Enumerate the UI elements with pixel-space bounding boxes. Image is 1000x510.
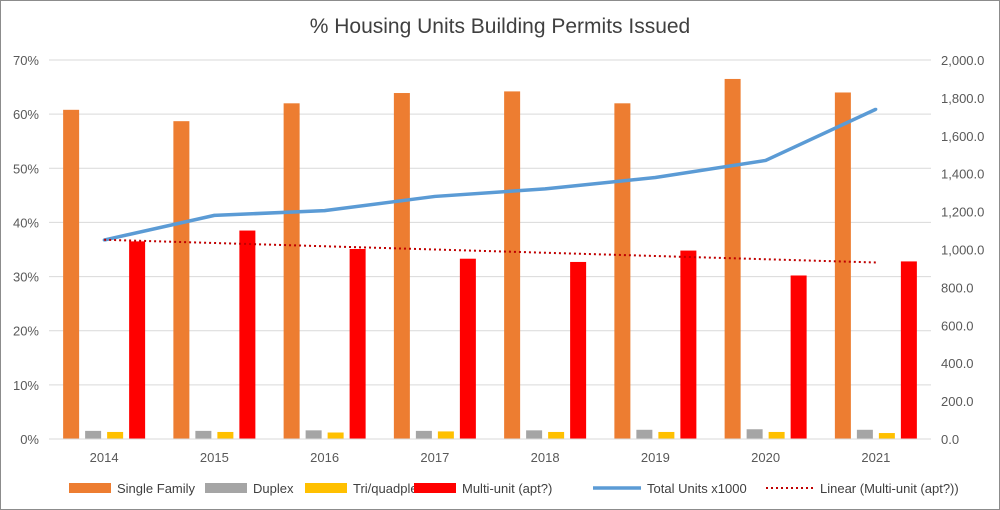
- line-point-total-units: [212, 213, 216, 217]
- line-point-total-units: [433, 194, 437, 198]
- legend-label-duplex: Duplex: [253, 481, 294, 496]
- y-right-tick-label: 400.0: [941, 356, 974, 371]
- y-left-tick-label: 60%: [13, 107, 39, 122]
- bar-single-family: [283, 103, 300, 440]
- x-tick-label: 2019: [641, 450, 670, 465]
- bar-single-family: [63, 109, 80, 439]
- bar-duplex: [85, 430, 102, 439]
- bar-tri-quadplex: [658, 431, 675, 439]
- bar-duplex: [856, 429, 873, 439]
- y-right-tick-label: 1,800.0: [941, 91, 984, 106]
- y-right-tick-label: 600.0: [941, 318, 974, 333]
- y-right-tick-label: 1,000.0: [941, 243, 984, 258]
- y-left-tick-label: 70%: [13, 53, 39, 68]
- legend-label-single-family: Single Family: [117, 481, 196, 496]
- y-left-tick-label: 0%: [20, 432, 39, 447]
- bars-layer: [63, 78, 917, 440]
- legend-swatch-multi-unit-apt: [414, 483, 456, 493]
- y-left-tick-label: 40%: [13, 215, 39, 230]
- bar-single-family: [173, 121, 190, 439]
- bar-duplex: [305, 430, 322, 439]
- x-tick-label: 2017: [420, 450, 449, 465]
- lines-layer: [102, 107, 878, 264]
- bar-tri-quadplex: [107, 431, 124, 439]
- bar-tri-quadplex: [217, 431, 234, 439]
- bar-tri-quadplex: [878, 433, 895, 439]
- bar-single-family: [724, 78, 741, 439]
- y-right-tick-label: 200.0: [941, 394, 974, 409]
- bar-multi-unit-apt: [900, 261, 917, 439]
- bar-duplex: [195, 430, 212, 439]
- bar-tri-quadplex: [327, 432, 344, 439]
- legend-swatch-tri-quadplex: [305, 483, 347, 493]
- legend: Single Family Duplex Tri/quadplex Multi-uni…: [69, 481, 959, 496]
- bar-single-family: [504, 91, 521, 439]
- x-tick-label: 2014: [90, 450, 119, 465]
- x-tick-label: 2021: [861, 450, 890, 465]
- x-tick-label: 2015: [200, 450, 229, 465]
- bar-single-family: [834, 92, 851, 439]
- bar-multi-unit-apt: [459, 258, 476, 439]
- chart-title: % Housing Units Building Permits Issued: [310, 15, 691, 38]
- bar-multi-unit-apt: [680, 250, 697, 439]
- y-left-tick-label: 10%: [13, 378, 39, 393]
- trendline-multi-unit: [104, 238, 876, 264]
- y-left-tick-label: 20%: [13, 324, 39, 339]
- legend-label-multi-unit-apt: Multi-unit (apt?): [462, 481, 552, 496]
- line-total-units: [103, 107, 877, 242]
- legend-label-tri-quadplex: Tri/quadplex: [353, 481, 425, 496]
- bar-multi-unit-apt: [570, 261, 587, 439]
- bar-tri-quadplex: [437, 431, 454, 439]
- y-left-tick-label: 50%: [13, 161, 39, 176]
- axes-layer: 0% 10% 20% 30% 40% 50% 60% 70% 0.0 200.0 400.0 600.…: [13, 53, 984, 465]
- y-right-tick-label: 1,400.0: [941, 167, 984, 182]
- legend-label-linear-multi-unit-apt: Linear (Multi-unit (apt?)): [820, 481, 959, 496]
- bar-duplex: [526, 430, 543, 439]
- line-point-total-units: [764, 158, 768, 162]
- x-tick-label: 2016: [310, 450, 339, 465]
- x-tick-label: 2018: [531, 450, 560, 465]
- x-tick-label: 2020: [751, 450, 780, 465]
- line-point-total-units: [323, 209, 327, 213]
- bar-duplex: [746, 429, 763, 439]
- y-right-tick-label: 0.0: [941, 432, 959, 447]
- legend-swatch-single-family: [69, 483, 111, 493]
- bar-multi-unit-apt: [239, 230, 256, 439]
- bar-duplex: [636, 429, 653, 439]
- bar-tri-quadplex: [768, 431, 785, 439]
- line-point-total-units: [543, 187, 547, 191]
- line-point-total-units: [653, 175, 657, 179]
- legend-swatch-duplex: [205, 483, 247, 493]
- legend-label-total-units-x1000: Total Units x1000: [647, 481, 747, 496]
- y-left-tick-label: 30%: [13, 270, 39, 285]
- y-right-tick-label: 1,600.0: [941, 129, 984, 144]
- bar-tri-quadplex: [548, 431, 565, 439]
- bar-single-family: [393, 93, 410, 439]
- bar-duplex: [415, 430, 432, 439]
- y-right-tick-label: 1,200.0: [941, 205, 984, 220]
- line-point-total-units: [874, 107, 878, 111]
- bar-single-family: [614, 103, 631, 440]
- gridlines: [49, 59, 931, 440]
- bar-multi-unit-apt: [790, 275, 807, 439]
- bar-multi-unit-apt: [349, 248, 366, 439]
- bar-multi-unit-apt: [129, 241, 146, 439]
- y-right-tick-label: 2,000.0: [941, 53, 984, 68]
- y-right-tick-label: 800.0: [941, 280, 974, 295]
